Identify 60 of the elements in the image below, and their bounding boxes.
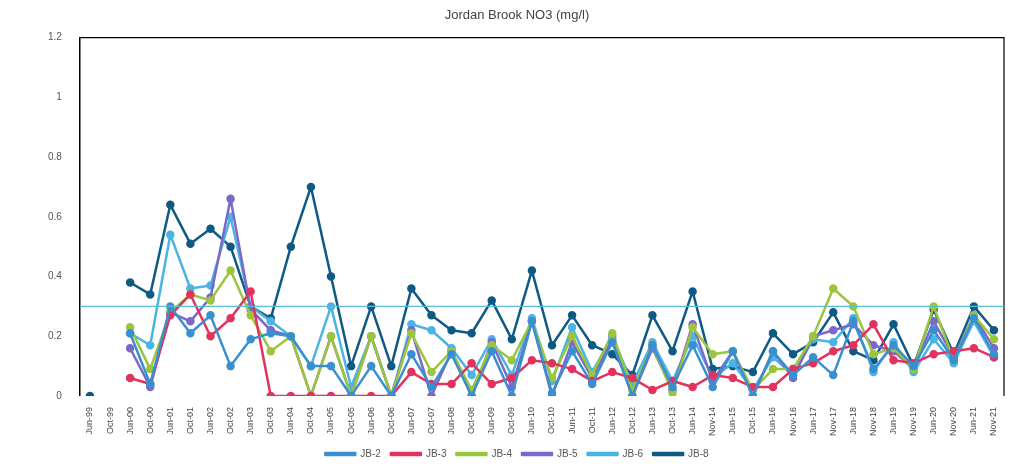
x-tick-label: Oct-12 (626, 406, 637, 434)
y-tick-label: 0.6 (48, 210, 63, 222)
x-tick-label: Jun-14 (687, 406, 698, 435)
x-tick-label: Jun-17 (807, 406, 818, 435)
chart-title: Jordan Brook NO3 (mg/l) (444, 7, 590, 23)
x-tick-label: Oct-11 (586, 406, 597, 434)
x-tick-label: Jun-18 (847, 406, 858, 435)
x-tick-label: Jun-10 (526, 406, 537, 435)
legend-label: JB-4 (491, 447, 513, 459)
x-tick-label: Oct-15 (747, 406, 758, 434)
x-tick-label: Nov-20 (948, 406, 959, 436)
x-tick-label: Oct-05 (345, 406, 356, 434)
x-tick-label: Nov-14 (707, 406, 718, 436)
y-tick-label: 1 (56, 91, 63, 103)
x-tick-label: Oct-01 (184, 406, 195, 434)
x-tick-label: Jun-05 (325, 406, 336, 435)
x-tick-label: Jun-15 (727, 406, 738, 435)
x-tick-label: Jun-19 (887, 406, 898, 435)
x-tick-label: Jun-12 (606, 406, 617, 435)
x-tick-label: Oct-02 (225, 406, 236, 434)
x-tick-label: Nov-17 (827, 406, 838, 436)
x-tick-label: Oct-13 (667, 406, 678, 434)
y-tick-label: 1.2 (48, 31, 63, 43)
x-tick-label: Jun-16 (767, 406, 778, 435)
x-tick-label: Oct-06 (385, 406, 396, 434)
x-tick-label: Oct-08 (466, 406, 477, 434)
legend-label: JB-6 (622, 447, 644, 459)
x-tick-label: Jun-13 (646, 406, 657, 435)
x-tick-label: Jun-11 (566, 406, 577, 434)
x-tick-label: Jun-03 (245, 406, 256, 435)
x-tick-label: Oct-03 (265, 406, 276, 434)
x-tick-label: Jun-06 (365, 406, 376, 435)
x-tick-label: Oct-09 (506, 406, 517, 434)
y-tick-label: 0 (56, 389, 63, 401)
x-tick-label: Jun-01 (164, 406, 175, 435)
x-tick-label: Jun-21 (968, 406, 979, 435)
y-tick-label: 0.8 (48, 150, 63, 162)
x-tick-label: Jun-00 (124, 406, 135, 435)
x-tick-label: Nov-16 (787, 406, 798, 436)
legend-label: JB-8 (688, 447, 710, 459)
y-tick-label: 0.2 (48, 330, 63, 342)
x-tick-label: Oct-99 (104, 406, 115, 434)
legend-label: JB-2 (360, 447, 382, 459)
x-tick-label: Jun-08 (446, 406, 457, 435)
x-tick-label: Nov-21 (988, 406, 999, 436)
legend-label: JB-3 (425, 447, 447, 459)
x-tick-label: Nov-19 (908, 406, 919, 436)
x-tick-label: Jun-04 (285, 406, 296, 435)
x-tick-label: Jun-02 (204, 406, 215, 435)
x-tick-label: Oct-00 (144, 406, 155, 434)
x-tick-label: Oct-10 (546, 406, 557, 434)
legend-label: JB-5 (557, 447, 578, 459)
x-tick-label: Nov-18 (867, 406, 878, 436)
x-tick-label: Jun-07 (405, 406, 416, 435)
x-tick-label: Jun-99 (84, 406, 95, 435)
x-tick-label: Oct-07 (425, 406, 436, 434)
x-tick-label: Jun-09 (486, 406, 497, 435)
x-tick-label: Jun-20 (928, 406, 939, 435)
y-tick-label: 0.4 (48, 270, 63, 282)
x-tick-label: Oct-04 (305, 406, 316, 434)
